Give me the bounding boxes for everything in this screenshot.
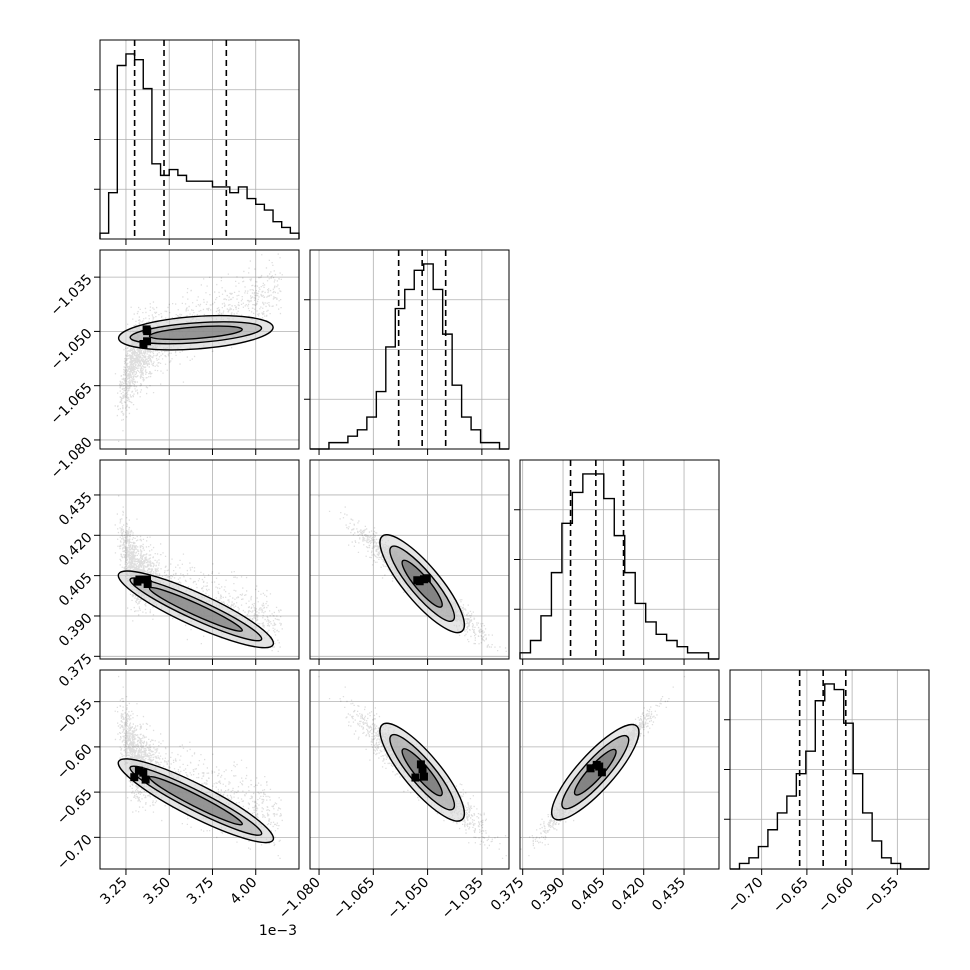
- density-cell: [143, 579, 152, 588]
- x-tick-label: −1.035: [439, 875, 487, 923]
- y-tick-label: −1.065: [48, 380, 96, 428]
- panel-content: [310, 460, 509, 659]
- y-tick-label: 0.390: [56, 610, 96, 650]
- panel-content: [520, 670, 719, 869]
- x-tick-label: 0.420: [609, 875, 649, 915]
- density-cell: [139, 768, 148, 777]
- hist-panel-3: [724, 669, 930, 870]
- hist-panel-0: [94, 39, 300, 240]
- y-tick-label: −0.65: [54, 786, 96, 828]
- panel-content: [310, 670, 509, 869]
- density-cell: [143, 337, 152, 346]
- density-cell: [420, 575, 429, 584]
- x-tick-label: 3.25: [97, 875, 130, 908]
- x-tick-label: 0.375: [488, 875, 528, 915]
- x-tick-label: −0.55: [861, 875, 903, 917]
- y-tick-label: −1.080: [48, 434, 96, 482]
- hist-panel-1: [304, 249, 510, 450]
- contour-level-2: [148, 325, 243, 341]
- density-cell: [419, 772, 428, 781]
- x-tick-label: 0.390: [528, 875, 568, 915]
- panel-content: [100, 670, 299, 869]
- axis-offset-label: 1e−3: [259, 923, 297, 939]
- x-tick-label: 0.405: [569, 875, 609, 915]
- panel-content: [100, 250, 299, 449]
- y-tick-label: 0.405: [56, 570, 96, 610]
- density-cell: [418, 765, 427, 774]
- panel-frame: [99, 459, 300, 660]
- density-cell: [413, 576, 422, 585]
- y-tick-label: −0.60: [54, 741, 96, 783]
- density-cell: [134, 766, 143, 775]
- density-cell: [416, 760, 425, 769]
- x-tick-label: 0.435: [649, 875, 689, 915]
- hist-panel-2: [514, 459, 720, 660]
- panel-frame: [99, 249, 300, 450]
- panel-frame: [99, 669, 300, 870]
- histogram-step-3: [730, 683, 929, 870]
- density-cell: [597, 768, 606, 777]
- x-tick-label: −1.065: [330, 875, 378, 923]
- scatter-panel-1-0: −1.080 −1.065 −1.050 −1.035: [48, 249, 300, 482]
- y-tick-label: −1.035: [48, 271, 96, 319]
- x-tick-label: −1.080: [276, 875, 324, 923]
- scatter-panel-3-2: [519, 669, 720, 870]
- histogram-step-1: [310, 263, 509, 450]
- histogram-step-2: [519, 473, 719, 660]
- panel-content: [100, 460, 299, 659]
- panel-frame: [309, 459, 510, 660]
- density-cell: [135, 575, 144, 584]
- density-cell: [143, 575, 152, 584]
- contour-level-2: [148, 586, 243, 632]
- y-tick-label: −1.050: [48, 326, 96, 374]
- panel-frame: [519, 669, 720, 870]
- density-cell: [141, 775, 150, 784]
- x-tick-label: 4.00: [227, 875, 260, 908]
- density-cell: [130, 773, 139, 782]
- density-cell: [411, 773, 420, 782]
- x-tick-label: −0.70: [725, 875, 767, 917]
- y-tick-label: 0.420: [56, 530, 96, 570]
- y-tick-label: −0.70: [54, 832, 96, 874]
- x-tick-label: −0.65: [770, 875, 812, 917]
- y-tick-label: −0.55: [54, 696, 96, 738]
- scatter-panel-3-0: −0.70−0.65−0.60−0.55: [54, 669, 300, 874]
- x-tick-label: −1.050: [384, 875, 432, 923]
- x-tick-label: 3.50: [141, 875, 174, 908]
- x-tick-label: 3.75: [184, 875, 217, 908]
- x-tick-label: −0.60: [815, 875, 857, 917]
- panel-frame: [309, 669, 510, 870]
- scatter-panel-2-1: [309, 459, 510, 660]
- density-cell: [592, 760, 601, 769]
- histogram-step-0: [99, 53, 300, 239]
- y-tick-label: 0.435: [56, 489, 96, 529]
- density-cell: [143, 327, 152, 336]
- scatter-panel-3-1: [309, 669, 510, 870]
- y-tick-label: 0.375: [56, 651, 96, 691]
- density-cell: [586, 764, 595, 773]
